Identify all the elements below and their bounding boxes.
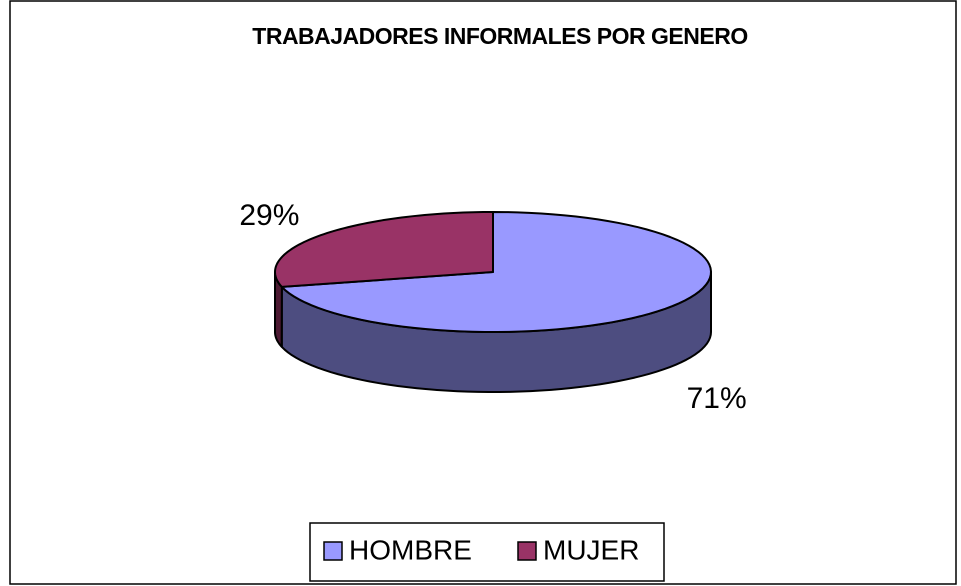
legend-swatch bbox=[517, 541, 537, 561]
legend-label: MUJER bbox=[543, 534, 639, 565]
legend-swatch bbox=[323, 541, 343, 561]
pie-slice bbox=[280, 211, 712, 333]
data-label: 29% bbox=[239, 199, 299, 232]
chart-title: TRABAJADORES INFORMALES POR GENERO bbox=[252, 23, 747, 49]
pie-slice bbox=[274, 211, 494, 288]
legend-box bbox=[309, 522, 665, 582]
legend-label: HOMBRE bbox=[349, 534, 472, 565]
data-label: 71% bbox=[687, 382, 747, 415]
